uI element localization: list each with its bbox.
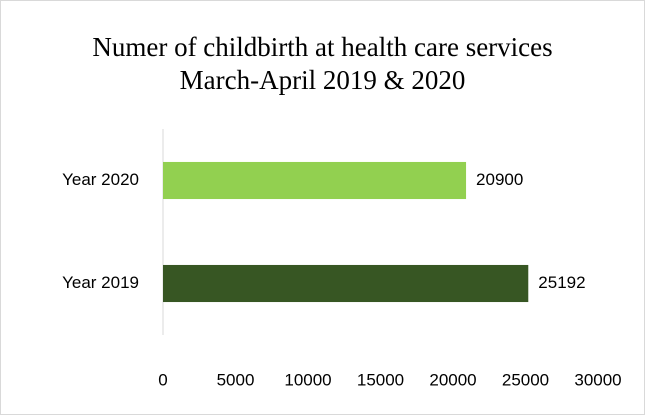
x-tick-label: 0 bbox=[158, 370, 167, 389]
data-label: 20900 bbox=[476, 170, 523, 189]
x-tick-label: 5000 bbox=[217, 370, 255, 389]
data-label: 25192 bbox=[538, 273, 585, 292]
bar bbox=[163, 264, 529, 303]
bar bbox=[163, 161, 467, 200]
x-tick-label: 15000 bbox=[357, 370, 404, 389]
x-tick-label: 30000 bbox=[574, 370, 621, 389]
chart-title: Numer of childbirth at health care servi… bbox=[92, 32, 553, 95]
y-tick-label: Year 2019 bbox=[62, 273, 139, 292]
x-tick-label: 25000 bbox=[502, 370, 549, 389]
y-tick-label: Year 2020 bbox=[62, 170, 139, 189]
x-tick-label: 20000 bbox=[429, 370, 476, 389]
x-tick-label: 10000 bbox=[284, 370, 331, 389]
